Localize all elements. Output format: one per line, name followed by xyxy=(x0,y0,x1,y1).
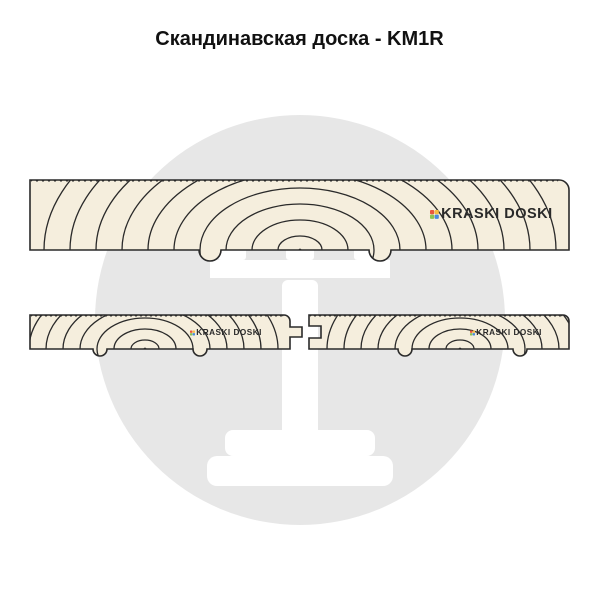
diagram-stage: Скандинавская доска - KM1R KRASKI DOSKIK… xyxy=(0,0,599,600)
svg-text:KRASKI DOSKI: KRASKI DOSKI xyxy=(196,328,262,337)
svg-text:KRASKI DOSKI: KRASKI DOSKI xyxy=(476,328,542,337)
svg-text:KRASKI DOSKI: KRASKI DOSKI xyxy=(441,206,553,222)
brand-watermark: KRASKI DOSKI xyxy=(430,206,553,222)
brand-watermark: KRASKI DOSKI xyxy=(190,328,262,337)
figure-svg: KRASKI DOSKI KRASKI DOSKI KRASKI DOSKI xyxy=(0,0,599,600)
brand-watermark: KRASKI DOSKI xyxy=(470,328,542,337)
